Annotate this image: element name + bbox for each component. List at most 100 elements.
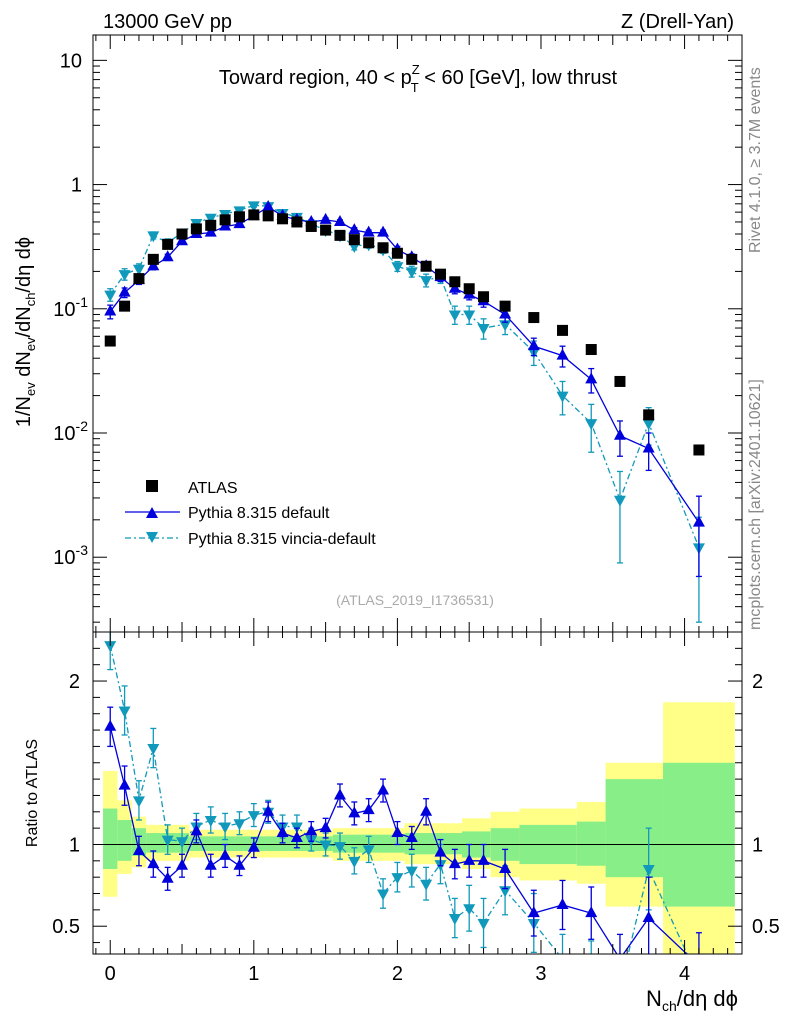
vincia-ratio-point <box>377 889 390 901</box>
x-tick-label: 0 <box>105 963 116 985</box>
main-plot-area <box>104 199 705 623</box>
vincia-point <box>556 391 569 403</box>
atlas-point <box>262 210 274 222</box>
x-tick-label: 2 <box>392 963 403 985</box>
default-ratio-point <box>204 858 217 870</box>
vincia-ratio-line <box>109 644 688 954</box>
ratio-y-tick-label-right: 2 <box>752 671 763 693</box>
default-ratio-point <box>333 788 346 800</box>
vincia-point <box>118 270 131 282</box>
atlas-point <box>119 300 131 312</box>
default-point <box>319 212 332 224</box>
vincia-ratio-point <box>319 840 332 852</box>
atlas-point <box>363 237 375 249</box>
default-ratio-point <box>290 830 303 842</box>
atlas-point <box>643 409 655 421</box>
vincia-ratio-point <box>362 845 375 857</box>
atlas-point <box>248 209 260 221</box>
y-tick-label: 1 <box>71 175 82 197</box>
vincia-point <box>477 324 490 336</box>
vincia-ratio-point <box>161 835 174 847</box>
atlas-point <box>528 312 540 324</box>
x-tick-label: 1 <box>248 963 259 985</box>
vincia-point <box>463 310 476 322</box>
default-point <box>233 217 246 229</box>
header-left: 13000 GeV pp <box>103 11 232 33</box>
default-point <box>348 223 361 235</box>
vincia-ratio-point <box>448 914 461 926</box>
default-ratio-point <box>434 845 447 857</box>
legend-marker-atlas <box>146 480 158 492</box>
default-ratio-point <box>190 824 203 836</box>
atlas-point <box>463 283 475 295</box>
vincia-point <box>247 201 260 213</box>
default-ratio-point <box>448 857 461 869</box>
y-tick-label: 10-2 <box>53 418 88 445</box>
vincia-ratio-point <box>219 822 232 834</box>
uncertainty-band-inner <box>103 808 118 870</box>
default-line <box>109 206 700 523</box>
default-point <box>104 304 117 316</box>
default-ratio-point <box>233 858 246 870</box>
default-ratio-point <box>319 821 332 833</box>
atlas-point <box>557 324 569 336</box>
legend: ATLAS Pythia 8.315 default Pythia 8.315 … <box>125 480 376 548</box>
vincia-point <box>132 264 145 276</box>
legend-label-default: Pythia 8.315 default <box>188 505 330 522</box>
vincia-point <box>391 262 404 274</box>
y-tick-label: 10-1 <box>53 294 88 321</box>
vincia-point <box>104 290 117 302</box>
default-point <box>362 225 375 237</box>
rivet-label: Rivet 4.1.0, ≥ 3.7M events <box>747 67 764 253</box>
default-ratio-point <box>499 862 512 874</box>
vincia-ratio-point <box>333 842 346 854</box>
ratio-ylabel: Ratio to ATLAS <box>24 739 41 847</box>
atlas-point <box>219 214 231 226</box>
x-tick-label: 4 <box>679 963 690 985</box>
uncertainty-band-inner <box>117 819 132 861</box>
ratio-y-tick-label: 2 <box>69 671 80 693</box>
vincia-ratio-point <box>420 879 433 891</box>
vincia-ratio-point <box>247 811 260 823</box>
default-point <box>585 372 598 384</box>
uncertainty-band-inner <box>605 779 664 878</box>
vincia-point <box>642 419 655 431</box>
vincia-point <box>448 310 461 322</box>
vincia-ratio-point <box>585 961 597 972</box>
atlas-point <box>147 253 159 265</box>
vincia-ratio-point <box>477 918 490 930</box>
vincia-ratio-point <box>391 873 404 885</box>
uncertainty-band-inner <box>663 762 735 907</box>
default-point <box>262 199 275 211</box>
ratio-y-tick-label-right: 1 <box>752 834 763 856</box>
default-ratio-point <box>585 906 598 918</box>
analysis-watermark: (ATLAS_2019_I1736531) <box>336 592 494 608</box>
atlas-point <box>348 234 360 246</box>
atlas-point <box>291 216 303 228</box>
atlas-point <box>133 273 145 285</box>
default-ratio-point <box>147 857 160 869</box>
ratio-panel: 0 1 2 3 4 0.5 0.5 1 1 2 2 <box>52 632 780 985</box>
legend-label-vincia: Pythia 8.315 vincia-default <box>188 531 376 548</box>
atlas-point <box>205 219 217 231</box>
default-ratio-point <box>176 858 189 870</box>
default-ratio-point <box>247 840 260 852</box>
default-ratio-point <box>693 958 705 969</box>
vincia-ratio-point <box>147 744 160 756</box>
vincia-point <box>499 320 512 332</box>
vincia-ratio-point <box>118 706 131 718</box>
default-ratio-point <box>118 778 131 790</box>
uncertainty-band-inner <box>576 821 606 866</box>
main-title: Toward region, 40 < pZ T < 60 [GeV], low … <box>219 62 618 95</box>
x-tick-label: 3 <box>535 963 546 985</box>
default-ratio-point <box>219 848 232 860</box>
ratio-y-tick-label: 0.5 <box>52 916 80 938</box>
default-ratio-point <box>276 826 289 838</box>
vincia-ratio-point <box>104 641 117 653</box>
default-ratio-point <box>477 853 490 865</box>
default-ratio-point <box>262 804 275 816</box>
default-point <box>161 250 174 262</box>
default-ratio-point <box>362 803 375 815</box>
atlas-point <box>176 228 188 240</box>
